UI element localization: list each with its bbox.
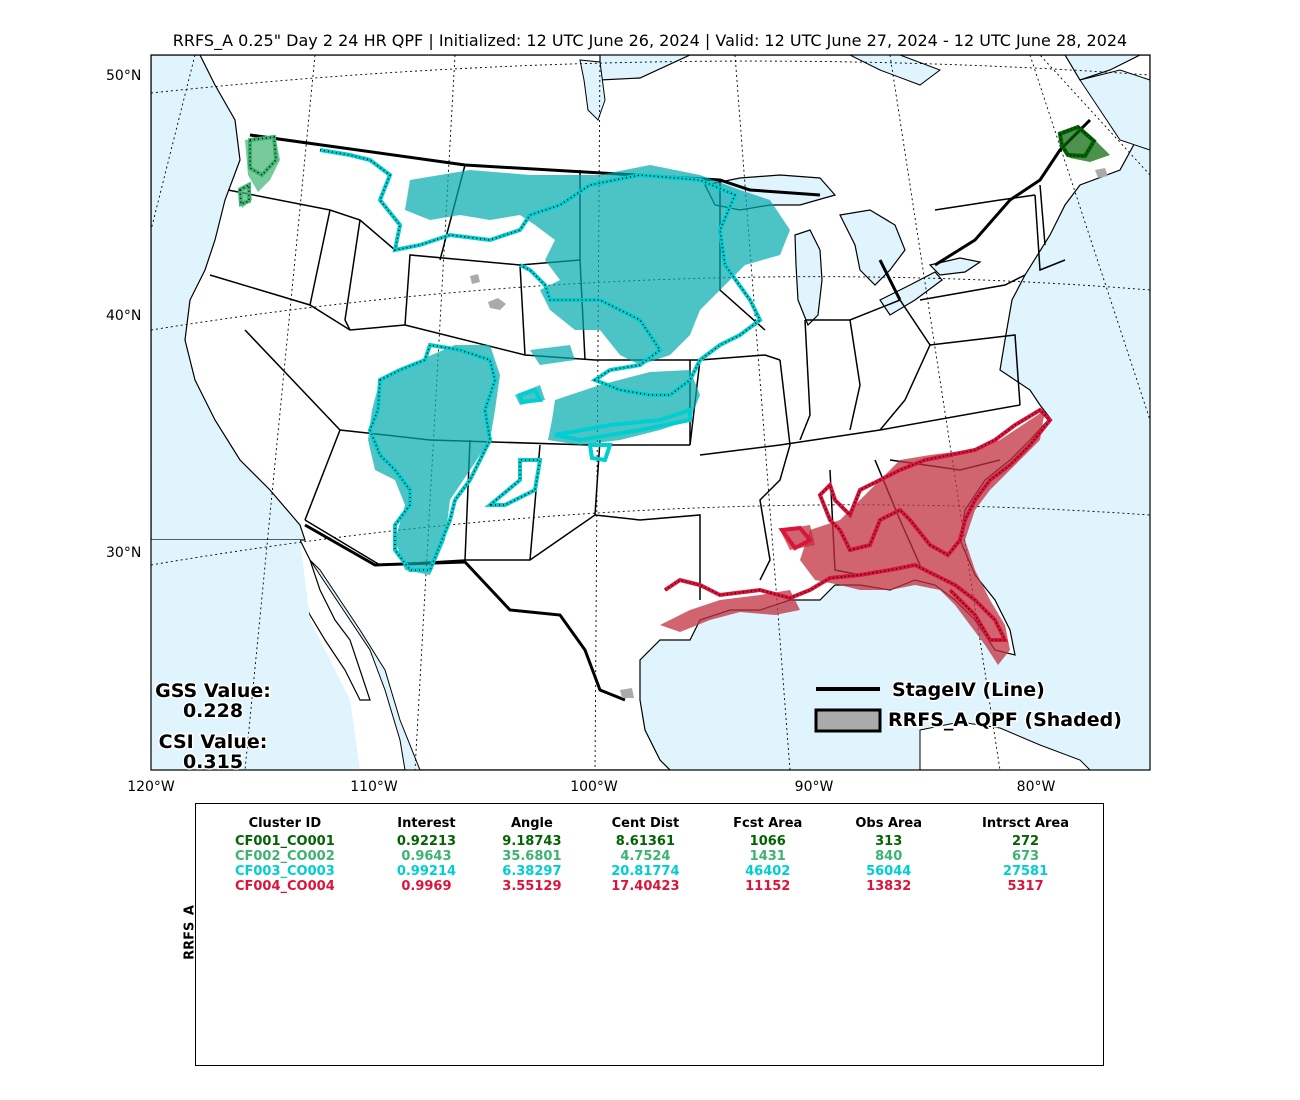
legend-shaded-label: RRFS_A QPF (Shaded): [888, 709, 1122, 731]
table-row: CF001_CO001 0.92213 9.18743 8.61361 1066 313 2…: [196, 834, 1103, 849]
lon-label-120: 120°W: [127, 779, 175, 795]
score-text: GSS Value: 0.228 CSI Value: 0.315: [154, 679, 273, 775]
cell-obs-area: 840: [875, 849, 903, 864]
cell-cent-dist: 8.61361: [615, 834, 676, 849]
map-title: RRFS_A 0.25" Day 2 24 HR QPF | Initializ…: [172, 31, 1128, 50]
cluster-4-object: [660, 407, 1053, 665]
cell-fcst-area: 1066: [749, 834, 786, 849]
gulf-of-california: [309, 559, 421, 770]
legend-shaded-swatch: [814, 708, 882, 733]
table-row: CF002_CO002 0.9643 35.6801 4.7524 1431 840 673: [196, 849, 1103, 864]
cell-angle: 9.18743: [502, 834, 562, 849]
legend-line-label: StageIV (Line): [892, 679, 1045, 701]
lake-michigan: [794, 229, 823, 327]
cluster-table: Cluster ID Interest Angle Cent Dist Fcst…: [196, 816, 1103, 894]
csi-value: 0.315: [183, 751, 243, 773]
csi-label: CSI Value:: [159, 731, 268, 753]
header-angle: Angle: [510, 816, 553, 831]
cell-obs-area: 13832: [866, 879, 912, 894]
cell-angle: 6.38297: [502, 864, 562, 879]
pacific-water: [151, 55, 306, 541]
lake-ontario: [928, 257, 982, 276]
cluster-2-object: [237, 134, 280, 208]
cell-intrsct-area: 27581: [1002, 864, 1049, 879]
gss-label: GSS Value:: [155, 680, 271, 702]
cluster-1-object: [1057, 124, 1110, 162]
cell-fcst-area: 46402: [745, 864, 791, 879]
cell-fcst-area: 11152: [745, 879, 791, 894]
pacific-water-south: [151, 540, 360, 770]
cluster-3-object: [319, 148, 790, 575]
table-row: CF003_CO003 0.99214 6.38297 20.81774 46402 56…: [196, 864, 1103, 879]
cell-cent-dist: 4.7524: [620, 849, 671, 864]
lon-label-80: 80°W: [1017, 779, 1056, 795]
header-interest: Interest: [397, 816, 456, 831]
land-baja: [297, 539, 371, 701]
lake-huron: [839, 209, 906, 286]
cell-interest: 0.9643: [401, 849, 452, 864]
lat-labels: 50°N 40°N 30°N: [106, 68, 141, 561]
header-cent-dist: Cent Dist: [611, 816, 680, 831]
cell-intrsct-area: 5317: [1007, 879, 1044, 894]
cell-cluster-id: CF004_CO004: [234, 879, 335, 894]
cell-interest: 0.99214: [396, 864, 457, 879]
graticule: [151, 55, 1150, 770]
lon-label-90: 90°W: [795, 779, 834, 795]
lon-label-100: 100°W: [570, 779, 618, 795]
cell-interest: 0.9969: [401, 879, 452, 894]
map-frame: [150, 54, 1151, 771]
unmatched-objects: [470, 168, 1108, 698]
lon-labels: 120°W 110°W 100°W 90°W 80°W: [127, 779, 1055, 795]
header-intrsct-area: Intrsct Area: [982, 816, 1070, 831]
land-cuba: [919, 721, 1091, 770]
st-lawrence-water: [1079, 69, 1150, 151]
map-canvas: 50°N 40°N 30°N 120°W 110°W 100°W 90°W 80…: [106, 54, 1151, 795]
legend: StageIV (Line) RRFS_A QPF (Shaded): [814, 678, 1123, 733]
lat-label-30: 30°N: [106, 545, 141, 561]
cell-intrsct-area: 673: [1011, 849, 1040, 864]
cell-intrsct-area: 272: [1011, 834, 1040, 849]
lat-label-50: 50°N: [106, 68, 141, 84]
cluster-table-panel: Cluster ID Interest Angle Cent Dist Fcst…: [195, 803, 1104, 1066]
cell-angle: 35.6801: [502, 849, 562, 864]
lake-erie: [879, 271, 943, 316]
cell-obs-area: 56044: [866, 864, 912, 879]
cell-cent-dist: 20.81774: [611, 864, 680, 879]
lat-label-40: 40°N: [106, 308, 141, 324]
gss-value: 0.228: [183, 700, 243, 722]
cell-fcst-area: 1431: [749, 849, 786, 864]
cell-interest: 0.92213: [396, 834, 457, 849]
cell-cluster-id: CF003_CO003: [234, 864, 335, 879]
cell-obs-area: 313: [875, 834, 903, 849]
cell-cluster-id: CF002_CO002: [234, 849, 335, 864]
cell-cent-dist: 17.40423: [611, 879, 680, 894]
cell-angle: 3.55129: [502, 879, 562, 894]
header-obs-area: Obs Area: [855, 816, 923, 831]
table-header-row: Cluster ID Interest Angle Cent Dist Fcst…: [196, 816, 1103, 834]
hudson-water: [849, 55, 942, 86]
cell-cluster-id: CF001_CO001: [234, 834, 335, 849]
lon-label-110: 110°W: [350, 779, 398, 795]
header-fcst-area: Fcst Area: [733, 816, 803, 831]
table-row: CF004_CO004 0.9969 3.55129 17.40423 11152 138…: [196, 879, 1103, 894]
header-cluster-id: Cluster ID: [248, 816, 322, 831]
